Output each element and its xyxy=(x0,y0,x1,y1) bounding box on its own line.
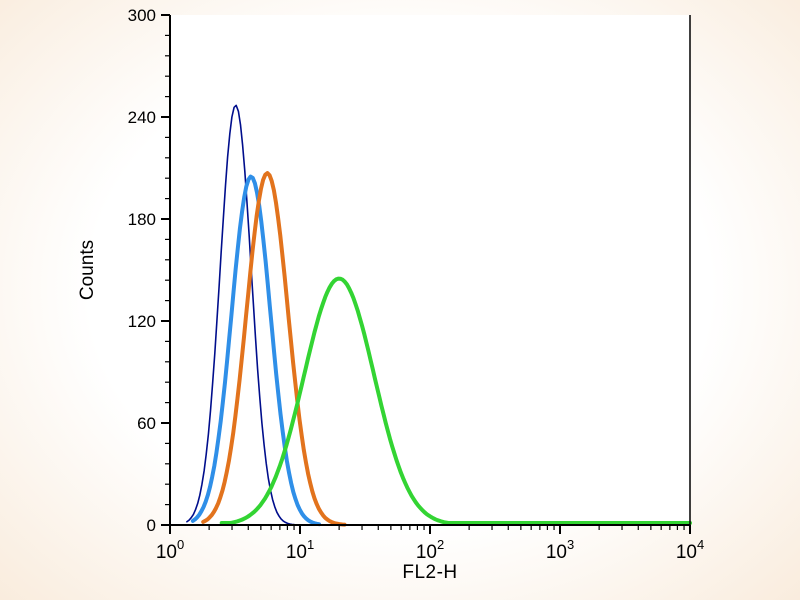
x-tick-label: 102 xyxy=(416,537,444,563)
y-tick-label: 300 xyxy=(128,6,156,25)
plot-area xyxy=(170,15,690,525)
series-curve-navy-histogram xyxy=(186,104,295,526)
series-curve-green-histogram xyxy=(219,276,692,525)
x-tick-label: 100 xyxy=(156,537,184,563)
y-tick-label: 240 xyxy=(128,108,156,127)
y-tick-label: 60 xyxy=(137,414,156,433)
x-tick-label: 103 xyxy=(546,537,574,563)
y-axis-label: Counts xyxy=(77,239,98,301)
series-curve-orange-histogram xyxy=(201,171,347,527)
x-axis-label: FL2-H xyxy=(402,562,458,583)
y-tick-label: 180 xyxy=(128,210,156,229)
x-tick-label: 104 xyxy=(676,537,704,563)
series-curve-blue-histogram xyxy=(190,174,321,527)
x-tick-label: 101 xyxy=(286,537,314,563)
y-tick-label: 120 xyxy=(128,312,156,331)
y-tick-label: 0 xyxy=(147,516,156,535)
